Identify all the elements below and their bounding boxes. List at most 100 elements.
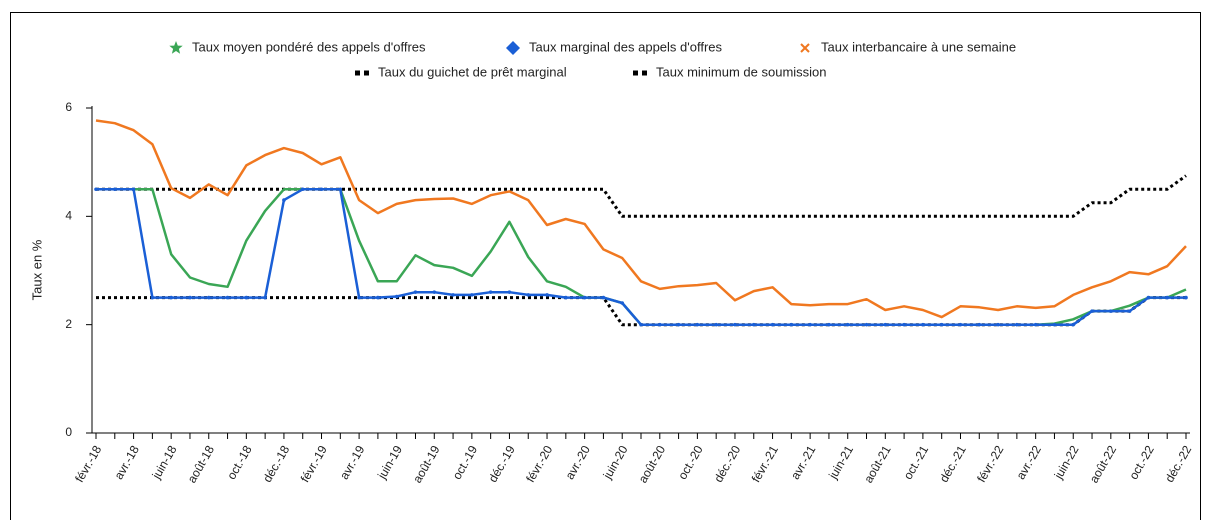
legend-marker [169,41,183,54]
legend-marker-part [800,43,810,53]
point [376,295,380,300]
point [883,322,888,327]
point [150,295,155,300]
point [1090,309,1094,313]
point [282,198,286,202]
legend-marker-part [364,70,369,76]
legend-label: Taux du guichet de prêt marginal [378,64,567,79]
point [338,187,343,192]
y-axis-title: Taux en % [29,239,44,300]
point [958,322,963,327]
point [188,295,192,300]
point [1071,322,1076,327]
legend-marker [800,43,810,53]
point [451,293,455,297]
point [1127,309,1132,313]
x-tick-label: oct.-19 [450,443,481,482]
x-tick-label: juin-20 [600,443,631,482]
legend-marker [633,70,647,76]
series-line [96,296,1186,327]
point [244,295,249,300]
point [939,322,944,327]
point [169,295,173,300]
point [526,293,531,297]
point [996,322,1000,327]
point [206,295,211,300]
point [714,322,718,327]
x-tick-label: févr.-22 [974,443,1006,485]
y-tick-label: 2 [65,317,72,331]
point [263,295,267,300]
point [357,295,361,300]
point [921,322,925,327]
x-tick-label: avr.-19 [337,443,368,482]
x-tick-label: déc.-19 [486,443,518,485]
point [488,290,493,294]
point [1184,295,1188,300]
point [319,187,324,192]
x-tick-label: avr.-20 [562,443,593,482]
point [582,295,587,300]
point [1052,322,1057,327]
point [620,301,625,305]
point [1109,309,1113,313]
x-tick-label: avr.-22 [1014,443,1045,482]
point [394,294,399,299]
x-tick-label: févr.-18 [72,443,104,485]
point [94,187,98,192]
point [112,187,117,192]
point [639,322,643,327]
series-line [96,188,1187,326]
x-tick-label: déc.-21 [937,443,969,485]
x-tick-label: oct.-20 [675,443,706,482]
y-tick-label: 0 [65,425,72,439]
chart-border [10,12,1201,520]
point [1015,322,1019,327]
legend-marker [355,70,369,76]
point [1165,295,1170,300]
x-tick-label: août-20 [636,443,669,486]
x-tick-label: oct.-22 [1126,443,1157,482]
point [977,322,982,327]
x-tick-label: févr.-20 [523,443,555,485]
x-tick-label: juin-22 [1051,443,1082,482]
point [545,293,549,297]
point [657,322,662,327]
legend-label: Taux minimum de soumission [656,64,827,79]
point [1146,295,1151,300]
y-tick-label: 4 [65,209,72,223]
point [601,295,606,300]
point [432,290,437,294]
series-line [96,188,1186,326]
point [225,295,230,300]
point [470,293,474,297]
x-tick-label: août-22 [1087,443,1120,486]
point [300,187,305,192]
legend-marker-part [633,70,638,76]
legend-marker-part [642,70,647,76]
x-tick-label: oct.-18 [224,443,255,482]
point [564,295,568,300]
x-tick-label: févr.-19 [298,443,330,485]
legend-label: Taux interbancaire à une semaine [821,39,1016,54]
x-tick-label: août-21 [861,443,894,486]
x-tick-label: avr.-18 [111,443,142,482]
series-line [95,119,1187,319]
point [751,322,756,327]
point [733,322,737,327]
y-tick-label: 6 [65,100,72,114]
point [827,322,831,327]
point [845,322,850,327]
x-tick-label: déc.-22 [1162,443,1194,485]
x-tick-label: juin-18 [149,443,180,482]
legend-label: Taux moyen pondéré des appels d'offres [192,39,426,54]
point [808,322,812,327]
x-tick-label: déc.-18 [260,443,292,485]
point [695,322,700,327]
x-tick-label: févr.-21 [749,443,781,485]
point [676,322,681,327]
x-tick-label: août-18 [185,443,218,486]
point [789,322,794,327]
x-tick-label: juin-21 [825,443,856,482]
